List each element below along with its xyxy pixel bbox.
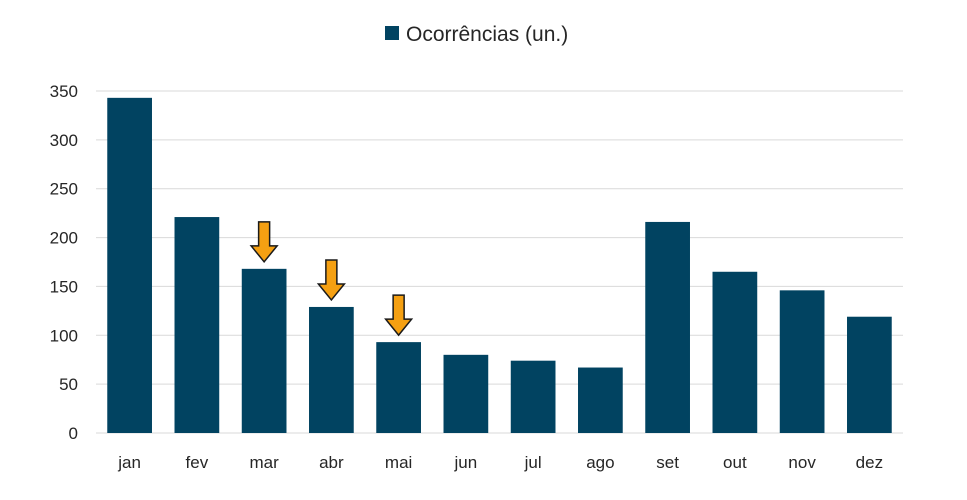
y-axis-tick-labels: 0 50 100 150 200 250 300 350 (50, 82, 78, 443)
x-tick-label: jan (117, 453, 141, 472)
bar-abr (309, 306, 354, 433)
bar-dez (847, 316, 892, 433)
y-tick-label: 300 (50, 131, 78, 150)
y-tick-label: 250 (50, 180, 78, 199)
x-tick-label: set (656, 453, 679, 472)
bar-mar (241, 268, 287, 433)
x-tick-label: dez (856, 453, 883, 472)
bars (107, 97, 892, 433)
y-tick-label: 200 (50, 229, 78, 248)
down-arrow-icon (249, 221, 279, 264)
bar-jul (510, 360, 556, 433)
x-tick-label: out (723, 453, 747, 472)
down-arrow-icon (384, 294, 414, 337)
x-tick-label: abr (319, 453, 344, 472)
x-tick-label: mai (385, 453, 412, 472)
bar-nov (779, 290, 825, 433)
x-tick-label: nov (788, 453, 816, 472)
bar-jun (443, 354, 489, 433)
down-arrow-icon (316, 259, 346, 302)
y-tick-label: 100 (50, 326, 78, 345)
y-tick-label: 350 (50, 82, 78, 101)
x-tick-label: fev (186, 453, 209, 472)
x-tick-label: mar (249, 453, 279, 472)
bar-mai (376, 342, 421, 433)
legend: Ocorrências (un.) (385, 23, 568, 46)
x-axis-tick-labels: jan fev mar abr mai jun jul ago set out nov dez (117, 453, 883, 472)
bar-fev (174, 217, 220, 433)
bar-jan (107, 97, 152, 433)
x-tick-label: jun (454, 453, 478, 472)
x-tick-label: ago (586, 453, 614, 472)
annotation-arrows (249, 221, 414, 337)
bar-out (712, 271, 758, 433)
x-tick-label: jul (524, 453, 542, 472)
bar-ago (578, 367, 623, 433)
y-tick-label: 50 (59, 375, 78, 394)
bar-set (645, 221, 690, 433)
legend-swatch (385, 26, 399, 40)
y-tick-label: 0 (69, 424, 78, 443)
legend-label: Ocorrências (un.) (406, 23, 568, 46)
gridlines (96, 90, 903, 434)
y-tick-label: 150 (50, 277, 78, 296)
